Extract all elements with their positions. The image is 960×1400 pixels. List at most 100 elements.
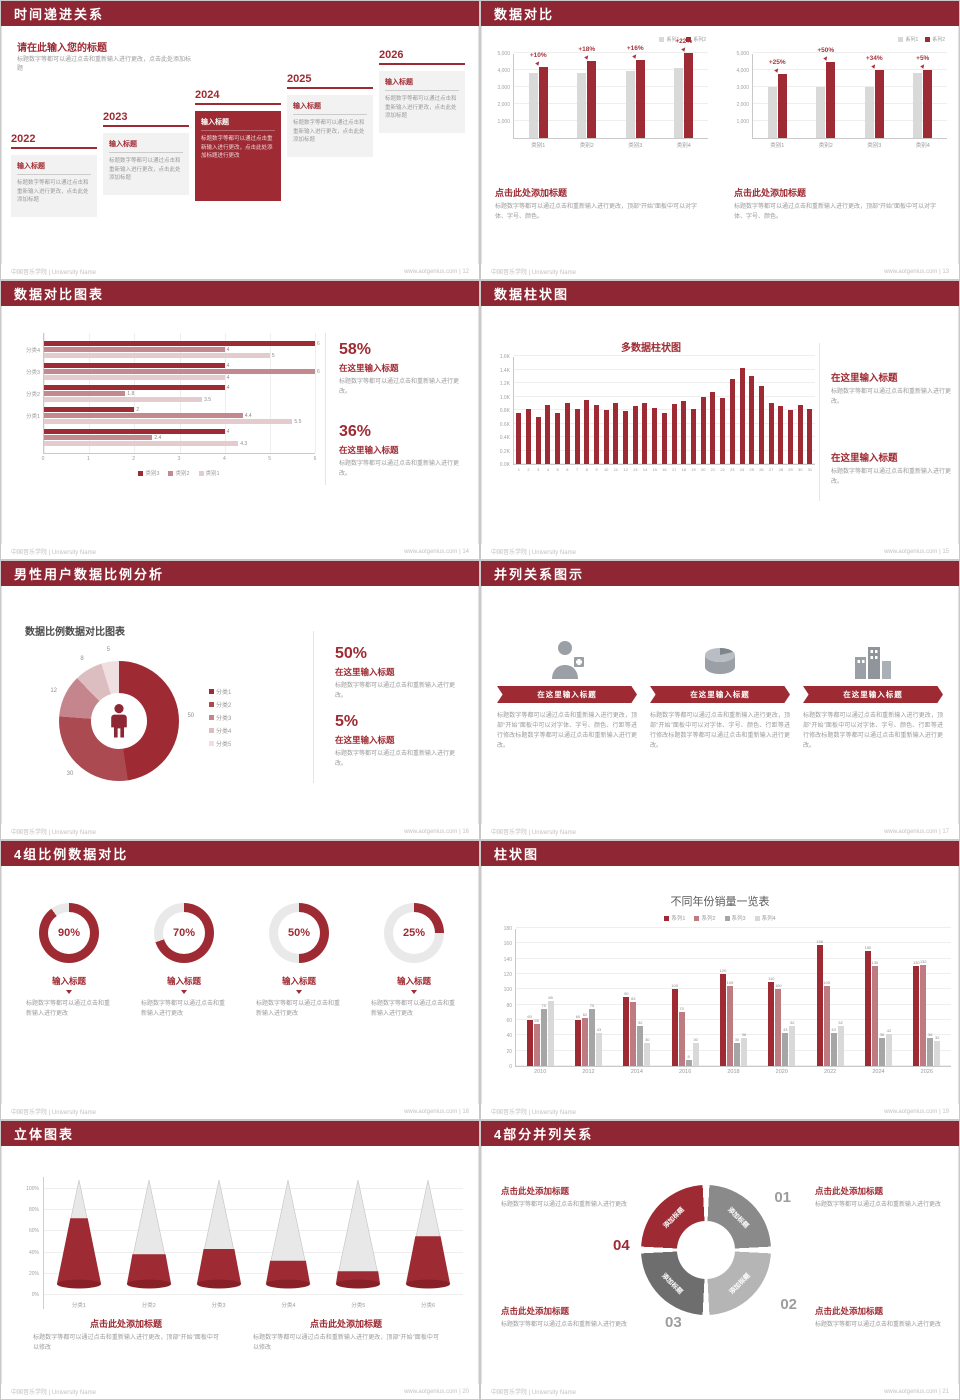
stat-block: 58% 在这里输入标题 标题数字等都可以通过点击和重新输入进行更改。 xyxy=(339,341,461,397)
gv-b xyxy=(749,376,755,464)
timeline-line xyxy=(379,63,465,65)
gv-b xyxy=(661,412,667,464)
hb-line: 5.5 xyxy=(44,419,315,425)
gv-row: 类别1 +25% 类别2 +50% 类别3 +34% 类别4 +5% xyxy=(753,47,947,149)
timeline-year: 2022 xyxy=(11,133,36,145)
gv-b xyxy=(535,416,541,464)
gv-b xyxy=(913,73,923,138)
timeline-box-body: 标题数字等都可以通过点击重新输入进行更改，点击此处添加标题进行更改 xyxy=(201,136,273,160)
hb-lines: 4 2.4 4.3 xyxy=(44,429,315,447)
block-label: 在这里输入标题 xyxy=(831,453,898,464)
gv-g: 31 xyxy=(807,408,813,472)
hb-g: 4 2.4 4.3 xyxy=(44,429,315,447)
gv-v: 32 xyxy=(935,1035,940,1041)
cone xyxy=(56,1179,102,1289)
hb-line: 4 xyxy=(44,385,315,391)
stat-label: 在这里输入标题 xyxy=(335,735,395,745)
column-body: 标题数字等都可以通过点击和重新输入进行更改，顶部“开始”面板中可以对字体、字号、… xyxy=(497,713,637,749)
ribbon-title: 在这里输入标题 xyxy=(650,686,790,703)
text-block: 点击此处添加标题 标题数字等都可以通过点击和重新输入进行更改 xyxy=(501,1305,633,1331)
hb-v: 4.3 xyxy=(240,440,248,447)
gv-x: 4 xyxy=(546,467,550,472)
block-body: 标题数字等都可以通过点击和重新输入进行更改。 xyxy=(831,389,952,405)
timeline-year: 2025 xyxy=(287,73,312,85)
gv-b: 36 xyxy=(740,1032,747,1066)
dn-lb: 8 xyxy=(80,656,84,663)
gv-g: 类别4 +5% xyxy=(913,55,933,149)
hb-line: 2.4 xyxy=(44,435,315,441)
gv-yt: 3,000 xyxy=(497,85,510,91)
gv-g: 类别1 +25% xyxy=(767,59,787,149)
gv-plot: 60 55 75 85 2010 60 62 75 43 2012 90 83 52 30 2014 100 7… xyxy=(515,927,951,1075)
gv-b: 130 xyxy=(913,960,920,1066)
gv-plot: 类别1 +10% 类别2 +18% 类别3 +16% 类别4 +22% xyxy=(513,38,708,149)
gv-grid xyxy=(514,52,708,53)
gv-arr xyxy=(822,54,829,61)
gv-v: 43 xyxy=(783,1027,788,1033)
slide-title: 4部分并列关系 xyxy=(494,1127,594,1142)
gv-b: 52 xyxy=(837,1020,844,1066)
gv-b xyxy=(720,397,726,464)
gv-g: 6 xyxy=(564,403,570,472)
gv-grid xyxy=(753,52,947,53)
stat-percent: 58% xyxy=(339,341,372,358)
gv-g: 14 xyxy=(642,403,648,472)
timeline-box-body: 标题数字等都可以通过点击和重新输入进行更改，点击此处添加标题 xyxy=(17,180,89,204)
hb-rows: 分类4 6 4 5 分类3 4 6 4 分类2 4 1.8 3.5 分类1 2 4.4 5.5 4 2.4 4.3 xyxy=(26,333,320,454)
block-body: 标题数字等都可以通过点击和重新输入进行更改，顶部“开始”面板中可以修改 xyxy=(33,1335,219,1351)
gv-g: 5 xyxy=(555,412,561,472)
hb-gl: 分类3 xyxy=(25,369,40,376)
gv-b xyxy=(864,87,874,138)
divider xyxy=(313,631,314,783)
timeline-item-highlight: 2024 输入标题 标题数字等都可以通过点击重新输入进行更改，点击此处添加标题进… xyxy=(195,89,281,201)
gv-b xyxy=(613,402,619,464)
timeline-year: 2023 xyxy=(103,111,128,123)
hb-bar xyxy=(44,429,225,434)
lgt: 类别1 xyxy=(205,471,220,477)
male-icon xyxy=(111,704,127,738)
gv-g: 16 xyxy=(661,412,667,472)
parallel-column: 在这里输入标题 标题数字等都可以通过点击和重新输入进行更改，顶部“开始”面板中可… xyxy=(803,633,943,752)
hb-xt: 0 xyxy=(41,456,45,462)
gv-b xyxy=(768,403,774,464)
gv-b xyxy=(625,70,635,138)
lgsw xyxy=(686,37,692,42)
gv-grid xyxy=(516,927,951,928)
gv-arr xyxy=(535,59,542,66)
gv-grid xyxy=(516,1034,951,1036)
gv-g: 11 xyxy=(613,402,619,472)
lgi: 系列1 xyxy=(659,36,679,43)
lgt: 分类5 xyxy=(216,742,232,748)
lgsw xyxy=(209,689,214,694)
gv-row: 类别1 +10% 类别2 +18% 类别3 +16% 类别4 +22% xyxy=(514,38,708,149)
footer-left: 中国音乐学院 | University Name xyxy=(11,830,96,836)
gv-v: 132 xyxy=(919,958,927,964)
lgt: 系列1 xyxy=(905,37,919,43)
ring-label: 输入标题 xyxy=(281,976,316,986)
lgt: 系列1 xyxy=(666,37,680,43)
text-block: 点击此处添加标题 标题数字等都可以通过点击和重新输入进行更改，顶部“开始”面板中… xyxy=(253,1317,439,1353)
gv-grid xyxy=(516,957,951,959)
gv-yt: 0.0K xyxy=(499,462,510,468)
lgi: 系列2 xyxy=(694,914,716,922)
gv-b: 110 xyxy=(768,976,774,1066)
gv-b xyxy=(816,87,826,138)
gv-plot: 1 2 3 4 5 6 7 8 9 10 11 12 13 14 15 16 17 18 19 20 21 22 23 24 2… xyxy=(513,355,815,472)
gv-x: 8 xyxy=(585,467,588,472)
gv-v: 43 xyxy=(596,1027,602,1033)
slide-title-bar: 数据对比 xyxy=(481,1,959,26)
gv-y: 5,000 4,000 3,000 2,000 1,000 xyxy=(732,51,752,139)
gv-v: 52 xyxy=(638,1020,643,1026)
gv-yt: 1,000 xyxy=(497,119,510,125)
lgt: 分类1 xyxy=(216,690,232,696)
hb-g: 分类2 4 1.8 3.5 xyxy=(26,385,315,403)
gv-grid xyxy=(516,942,951,944)
gv-x: 类别1 xyxy=(531,143,546,149)
cn-c xyxy=(126,1178,172,1295)
panel-body: 标题数字等都可以通过点击和重新输入进行更改，顶部“开始”面板中可以对字体、字号、… xyxy=(734,204,936,220)
lgi: 系列3 xyxy=(724,914,746,922)
divider xyxy=(325,333,326,485)
stat-body: 标题数字等都可以通过点击和重新输入进行更改。 xyxy=(335,751,456,767)
slide-14: 数据对比图表 分类4 6 4 5 分类3 4 6 4 分类2 4 1.8 3.5 分类1 2 4.4 5.5 4… xyxy=(1,281,479,559)
hb-lines: 4 6 4 xyxy=(44,363,320,381)
